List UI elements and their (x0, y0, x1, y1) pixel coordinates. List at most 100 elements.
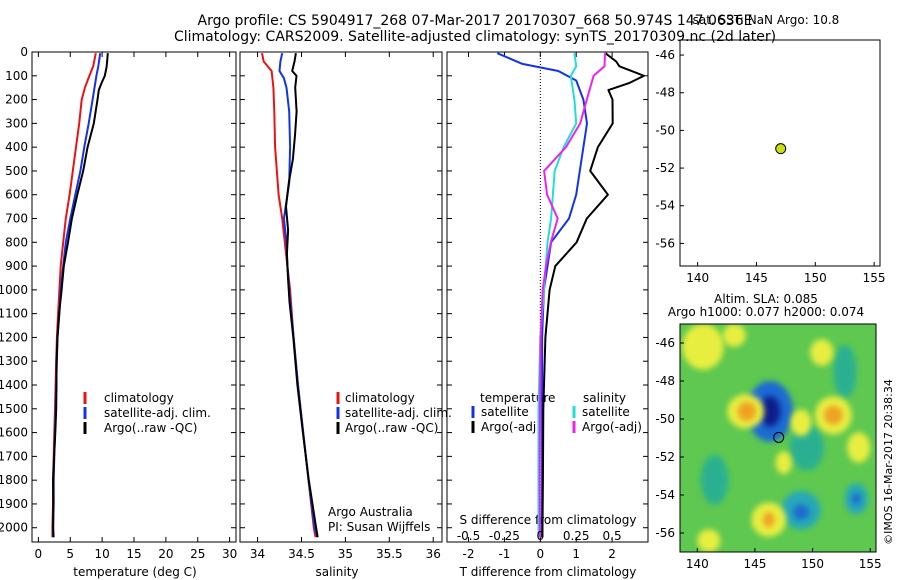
sst-map-ytick-label: -54 (655, 199, 675, 213)
salinity-xlabel: salinity (315, 565, 358, 579)
sla-anomaly-blob (737, 401, 757, 421)
salinity-difference-tick-label: 0.25 (563, 529, 590, 543)
sla-map-ytick-label: -54 (655, 488, 675, 502)
diff-legend-label-s-argo: Argo(-adj) (582, 420, 642, 434)
sla-map-xtick-label: 140 (686, 557, 709, 571)
depth-tick-label: 400 (5, 140, 28, 154)
t-difference-xlabel: T difference from climatology (459, 565, 637, 579)
sla-map-ytick-label: -56 (655, 526, 675, 540)
salinity-legend-label-1: climatology (345, 391, 415, 405)
pi-name-label: PI: Susan Wijffels (328, 520, 430, 534)
temperature-xtick-label: 25 (190, 547, 205, 561)
sla-anomaly-blob (824, 405, 843, 425)
depth-tick-label: 1900 (0, 497, 28, 511)
temperature-xtick-label: 20 (158, 547, 173, 561)
sst-map-panel: sat. SST: NaN Argo: 10.8 140 145 150 155 -46… (655, 13, 885, 285)
depth-tick-label: 1100 (0, 307, 28, 321)
depth-tick-label: 1200 (0, 330, 28, 344)
sst-map-xtick-label: 140 (686, 271, 709, 285)
sla-map-xtick-label: 145 (743, 557, 766, 571)
sst-map-xtick-label: 155 (863, 271, 886, 285)
sla-anomaly-blob (789, 424, 825, 471)
sla-map-xtick-label: 155 (859, 557, 882, 571)
sla-anomaly-blob (722, 324, 746, 347)
sla-map-frame (679, 323, 877, 553)
depth-tick-label: 1500 (0, 402, 28, 416)
salinity-legend-label-3: Argo(..raw -QC) (345, 421, 438, 435)
s-difference-xlabel: S difference from climatology (460, 513, 637, 527)
depth-tick-label: 1400 (0, 378, 28, 392)
temperature-series-argo-line (52, 53, 109, 538)
sla-anomaly-blob (763, 512, 775, 528)
sla-anomaly-blob (810, 339, 834, 366)
sla-map-ytick-label: -52 (655, 450, 675, 464)
diff-legend-label-t-argo: Argo(-adj) (481, 420, 541, 434)
sla-anomaly-blob (833, 344, 857, 399)
difference-series-sal_sat-line (537, 53, 578, 538)
sla-map-argo-float-marker (773, 431, 785, 443)
depth-tick-label: 200 (5, 93, 28, 107)
sst-map-title: sat. SST: NaN Argo: 10.8 (693, 13, 840, 27)
sla-anomaly-blob (759, 396, 781, 427)
sla-anomaly-blob (697, 529, 721, 552)
diff-legend-label-t-satellite: satellite (481, 405, 529, 419)
sla-anomaly-blob (851, 493, 862, 505)
depth-tick-label: 0 (20, 45, 28, 59)
sst-map-xtick-label: 145 (745, 271, 768, 285)
salinity-difference-tick-label: 0 (537, 529, 545, 543)
sla-map-field (680, 324, 876, 552)
difference-plot-frame (446, 51, 649, 543)
sst-map-ytick-label: -52 (655, 161, 675, 175)
figure-title-line2: Climatology: CARS2009. Satellite-adjuste… (174, 29, 776, 45)
sla-anomaly-blob (847, 432, 871, 463)
difference-series-sal_argo-line (538, 53, 606, 538)
difference-panel: T difference from climatology S differen… (446, 51, 649, 579)
salinity-legend-label-2: satellite-adj. clim. (345, 406, 452, 420)
sst-map-frame (679, 39, 881, 267)
salinity-difference-tick-label: -0.5 (457, 529, 480, 543)
temperature-plot-frame (31, 51, 237, 543)
salinity-xtick-label: 34.5 (288, 547, 315, 561)
salinity-xtick-label: 36 (426, 547, 441, 561)
temperature-xtick-label: 5 (66, 547, 74, 561)
sst-map-ytick-label: -48 (655, 86, 675, 100)
sla-anomaly-blob (775, 451, 792, 475)
figure-title-line1: Argo profile: CS 5904917_268 07-Mar-2017… (198, 13, 753, 29)
argo-australia-label: Argo Australia (328, 505, 413, 519)
sla-map-title: Altim. SLA: 0.085 (714, 292, 818, 306)
salinity-difference-tick-label: -0.25 (489, 529, 520, 543)
sst-map-ytick-label: -46 (655, 48, 675, 62)
sla-anomaly-blob (700, 455, 729, 505)
depth-tick-label: 2000 (0, 521, 28, 535)
depth-tick-label: 300 (5, 116, 28, 130)
salinity-panel: salinity climatology satellite-adj. clim… (239, 51, 452, 579)
salinity-xtick-label: 34 (250, 547, 265, 561)
temperature-legend-label-1: climatology (104, 391, 174, 405)
diff-legend-label-s-satellite: satellite (582, 405, 630, 419)
difference-series-argo-line (541, 52, 645, 538)
depth-tick-label: 1700 (0, 449, 28, 463)
sst-map-argo-float-marker (775, 143, 787, 155)
difference-xtick-label: 2 (608, 547, 616, 561)
temperature-legend-label-2: satellite-adj. clim. (104, 406, 211, 420)
depth-tick-label: 1600 (0, 426, 28, 440)
temperature-legend-label-3: Argo(..raw -QC) (104, 421, 197, 435)
salinity-xtick-label: 35 (338, 547, 353, 561)
salinity-series-argo-line (285, 53, 319, 538)
temperature-xtick-label: 10 (94, 547, 109, 561)
depth-tick-label: 500 (5, 164, 28, 178)
diff-legend-header-salinity: salinity (583, 391, 626, 405)
depth-tick-label: 600 (5, 188, 28, 202)
sla-map-ytick-label: -50 (655, 412, 675, 426)
temperature-xtick-label: 30 (222, 547, 237, 561)
sla-map-xtick-label: 150 (801, 557, 824, 571)
difference-xtick-label: 0 (537, 547, 545, 561)
sst-map-xtick-label: 150 (804, 271, 827, 285)
depth-tick-label: 100 (5, 69, 28, 83)
depth-tick-label: 1800 (0, 473, 28, 487)
temperature-xlabel: temperature (deg C) (73, 565, 196, 579)
sla-map-ytick-label: -48 (655, 374, 675, 388)
salinity-plot-frame (239, 51, 443, 543)
difference-xtick-label: 1 (572, 547, 580, 561)
